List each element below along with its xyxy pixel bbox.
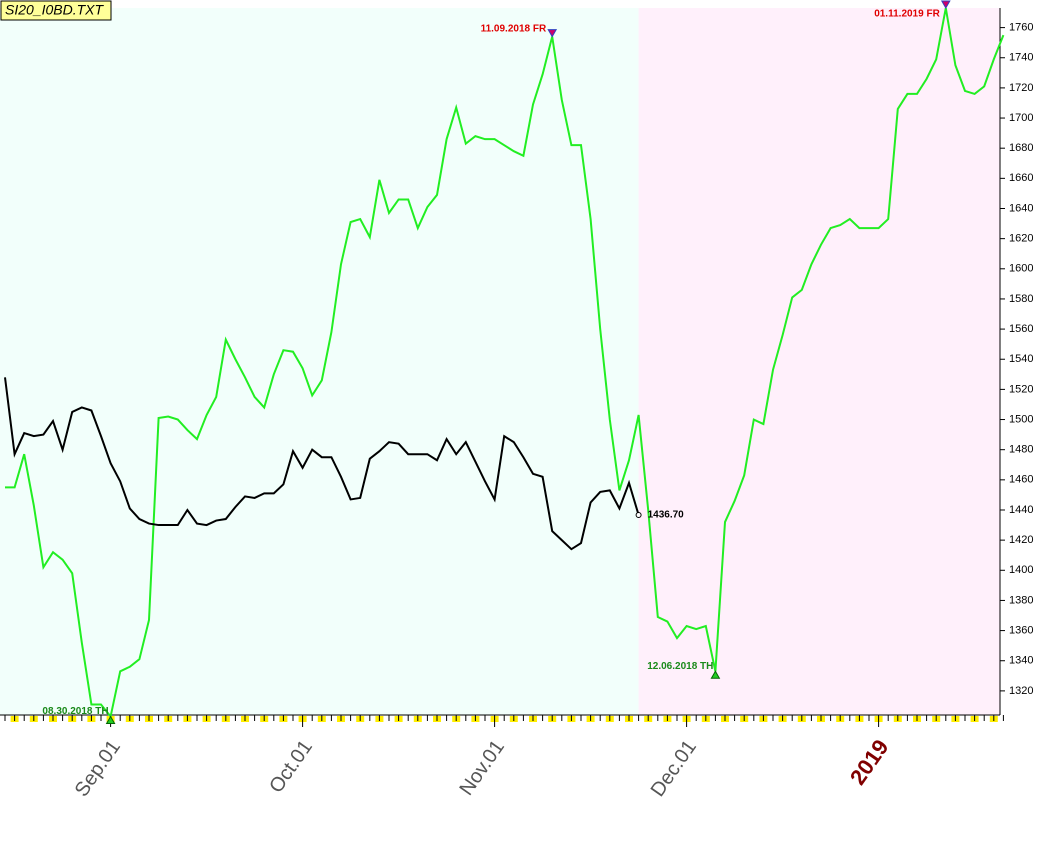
y-tick-label: 1580 (1009, 293, 1033, 305)
shaded-region (0, 8, 639, 715)
annotation: 11.09.2018 FR (481, 23, 547, 34)
x-tick-label: Oct.01 (265, 736, 317, 797)
y-tick-label: 1760 (1009, 22, 1033, 34)
chart-title: SI20_I0BD.TXT (5, 2, 104, 18)
y-tick-label: 1560 (1009, 323, 1033, 335)
y-tick-label: 1680 (1009, 142, 1033, 154)
series-line (5, 7, 1005, 719)
x-tick-label: 2019 (845, 735, 894, 789)
backgrounds (0, 8, 1000, 715)
y-tick-label: 1700 (1009, 112, 1033, 124)
y-tick-label: 1360 (1009, 624, 1033, 636)
y-tick-label: 1620 (1009, 233, 1033, 245)
y-tick-label: 1440 (1009, 504, 1033, 516)
y-tick-label: 1720 (1009, 82, 1033, 94)
y-tick-label: 1400 (1009, 564, 1033, 576)
x-tick-label: Sep.01 (71, 736, 125, 801)
x-tick-label: Nov.01 (456, 736, 510, 799)
y-tick-label: 1480 (1009, 444, 1033, 456)
series-line (4, 377, 640, 551)
y-tick-label: 1500 (1009, 413, 1033, 425)
high-marker (547, 29, 558, 38)
y-tick-label: 1600 (1009, 263, 1033, 275)
y-tick-label: 1420 (1009, 534, 1033, 546)
y-tick-label: 1540 (1009, 353, 1033, 365)
title-box (0, 0, 112, 21)
last-point (635, 511, 642, 518)
y-tick-label: 1320 (1009, 685, 1033, 697)
y-tick-label: 1460 (1009, 474, 1033, 486)
x-tick-label: Dec.01 (647, 736, 701, 801)
y-tick-label: 1660 (1009, 172, 1033, 184)
y-tick-label: 1380 (1009, 594, 1033, 606)
y-tick-label: 1520 (1009, 383, 1033, 395)
annotation: 08.30.2018 TH (42, 706, 108, 717)
low-marker (710, 670, 721, 679)
y-tick-label: 1740 (1009, 52, 1033, 64)
y-tick-label: 1640 (1009, 202, 1033, 214)
high-marker (940, 0, 951, 10)
annotation: 12.06.2018 TH (647, 661, 713, 672)
value-label: 1436.70 (648, 510, 685, 521)
annotation: 01.11.2019 FR (874, 9, 940, 20)
shaded-region (638, 8, 1000, 715)
low-marker (105, 715, 116, 725)
y-tick-label: 1340 (1009, 655, 1033, 667)
